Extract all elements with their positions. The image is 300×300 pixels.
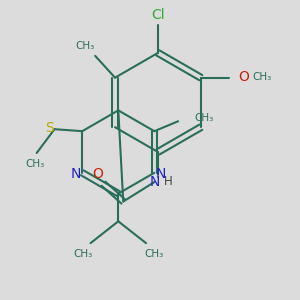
- Text: CH₃: CH₃: [252, 72, 272, 82]
- Text: CH₃: CH₃: [194, 113, 213, 123]
- Text: CH₃: CH₃: [25, 159, 44, 169]
- Text: CH₃: CH₃: [144, 249, 164, 259]
- Text: Cl: Cl: [151, 8, 165, 22]
- Text: O: O: [92, 167, 103, 181]
- Text: N: N: [156, 167, 166, 181]
- Text: CH₃: CH₃: [73, 249, 92, 259]
- Text: CH₃: CH₃: [76, 41, 95, 51]
- Text: S: S: [45, 121, 54, 135]
- Text: N: N: [70, 167, 80, 181]
- Text: O: O: [238, 70, 249, 84]
- Text: H: H: [164, 175, 172, 188]
- Text: N: N: [150, 175, 160, 189]
